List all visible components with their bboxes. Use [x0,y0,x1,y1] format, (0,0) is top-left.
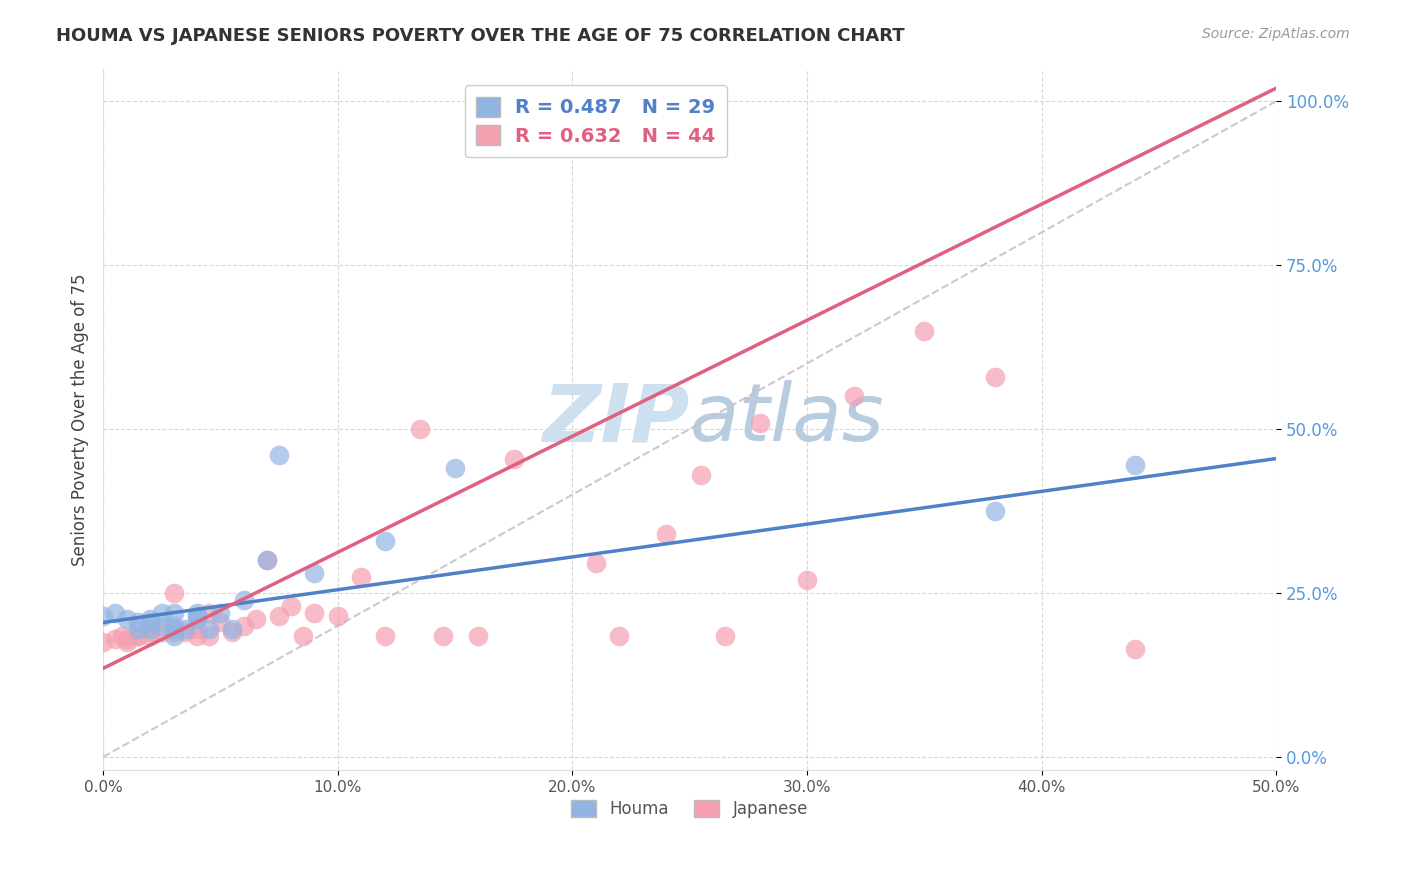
Text: ZIP: ZIP [543,380,689,458]
Y-axis label: Seniors Poverty Over the Age of 75: Seniors Poverty Over the Age of 75 [72,273,89,566]
Point [111,629,134,643]
Point [467,629,489,643]
Point [197,622,219,636]
Point [983,504,1005,518]
Point [1123,641,1146,656]
Point [267,448,290,462]
Point [127,622,149,636]
Point [444,461,467,475]
Text: atlas: atlas [689,380,884,458]
Point [209,606,232,620]
Point [256,553,278,567]
Point [104,632,127,646]
Point [690,467,713,482]
Point [374,533,396,548]
Point [186,629,208,643]
Point [174,622,197,636]
Point [197,629,219,643]
Point [162,629,184,643]
Point [796,573,818,587]
Point [221,625,243,640]
Point [139,629,162,643]
Point [607,629,630,643]
Point [162,619,184,633]
Point [221,622,243,636]
Point [91,609,114,624]
Point [186,606,208,620]
Point [267,609,290,624]
Point [409,422,432,436]
Point [232,619,254,633]
Point [115,635,138,649]
Point [197,606,219,620]
Point [655,527,678,541]
Point [115,612,138,626]
Point [842,389,865,403]
Point [162,586,184,600]
Point [432,629,454,643]
Point [115,632,138,646]
Point [162,622,184,636]
Point [350,569,373,583]
Point [983,369,1005,384]
Point [139,625,162,640]
Text: Source: ZipAtlas.com: Source: ZipAtlas.com [1202,27,1350,41]
Point [127,629,149,643]
Point [326,609,349,624]
Point [150,606,173,620]
Point [162,606,184,620]
Point [186,609,208,624]
Point [374,629,396,643]
Point [127,615,149,630]
Text: HOUMA VS JAPANESE SENIORS POVERTY OVER THE AGE OF 75 CORRELATION CHART: HOUMA VS JAPANESE SENIORS POVERTY OVER T… [56,27,905,45]
Point [280,599,302,613]
Point [749,416,772,430]
Point [174,625,197,640]
Point [150,619,173,633]
Point [585,557,607,571]
Point [291,629,314,643]
Point [245,612,267,626]
Legend: Houma, Japanese: Houma, Japanese [565,793,814,825]
Point [304,566,326,581]
Point [1123,458,1146,472]
Point [91,635,114,649]
Point [150,625,173,640]
Point [186,622,208,636]
Point [714,629,737,643]
Point [186,612,208,626]
Point [256,553,278,567]
Point [304,606,326,620]
Point [104,606,127,620]
Point [127,629,149,643]
Point [502,451,524,466]
Point [209,615,232,630]
Point [139,612,162,626]
Point [232,592,254,607]
Point [139,615,162,630]
Point [139,622,162,636]
Point [912,324,935,338]
Point [162,625,184,640]
